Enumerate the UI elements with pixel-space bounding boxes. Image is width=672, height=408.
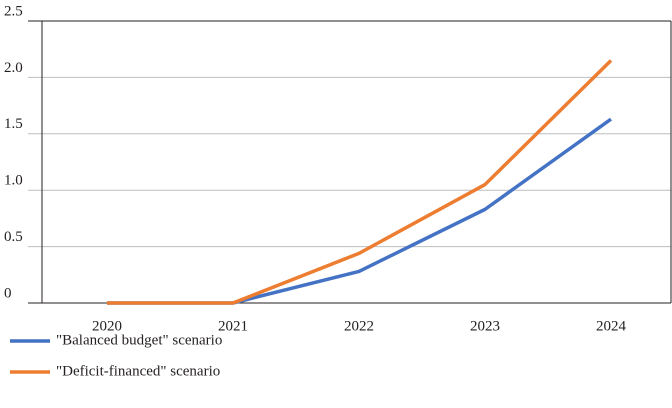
x-tick-label: 2021 xyxy=(218,318,248,334)
x-tick-label: 2020 xyxy=(92,318,122,334)
y-tick-label: 1.5 xyxy=(4,116,23,132)
x-tick-label: 2022 xyxy=(344,318,374,334)
legend-label: "Deficit-financed" scenario xyxy=(56,363,220,379)
x-tick-label: 2023 xyxy=(470,318,500,334)
series-line xyxy=(107,117,613,305)
legend-label: "Balanced budget" scenario xyxy=(56,332,222,348)
y-tick-label: 0 xyxy=(4,285,12,301)
x-tick-label: 2024 xyxy=(596,318,627,334)
y-tick-label: 1.0 xyxy=(4,173,23,189)
y-tick-label: 2.5 xyxy=(4,3,23,19)
y-tick-label: 0.5 xyxy=(4,229,23,245)
series-line xyxy=(107,59,613,305)
y-tick-label: 2.0 xyxy=(4,60,23,76)
